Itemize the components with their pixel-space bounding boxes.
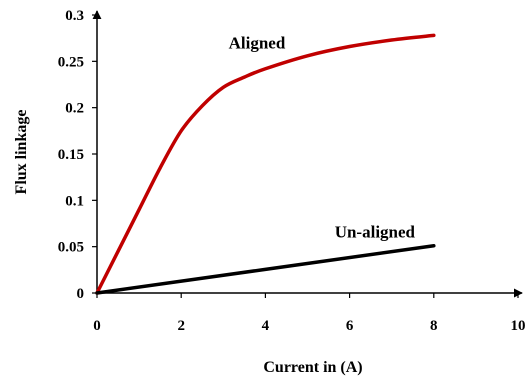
- y-tick-label: 0.3: [65, 8, 84, 24]
- x-tick-label: 4: [262, 318, 270, 334]
- x-tick-label: 8: [430, 318, 438, 334]
- y-tick-label: 0.25: [58, 54, 84, 70]
- annotation-1: Un-aligned: [335, 222, 416, 241]
- x-tick-label: 2: [177, 318, 185, 334]
- y-tick-label: 0.2: [65, 101, 84, 117]
- x-tick-label: 0: [93, 318, 101, 334]
- annotations: Aligned Un-aligned: [229, 33, 416, 241]
- series-line-0: [95, 33, 436, 295]
- annotation-0: Aligned: [229, 33, 286, 52]
- x-axis-title: Current in (A): [263, 359, 362, 376]
- tick-labels: 0 2 4 6 8 10 0 0.05 0.1 0.15 0.2 0.25 0.3: [58, 8, 526, 334]
- series-line-1: [95, 243, 436, 295]
- y-tick-label: 0.15: [58, 147, 84, 163]
- x-tick-label: 10: [511, 318, 526, 334]
- axes: [92, 10, 523, 298]
- y-tick-label: 0.05: [58, 240, 84, 256]
- y-tick-label: 0: [77, 286, 85, 302]
- x-tick-label: 6: [346, 318, 354, 334]
- y-axis-title: Flux linkage: [13, 110, 30, 195]
- y-tick-label: 0.1: [65, 193, 84, 209]
- series: [95, 33, 436, 295]
